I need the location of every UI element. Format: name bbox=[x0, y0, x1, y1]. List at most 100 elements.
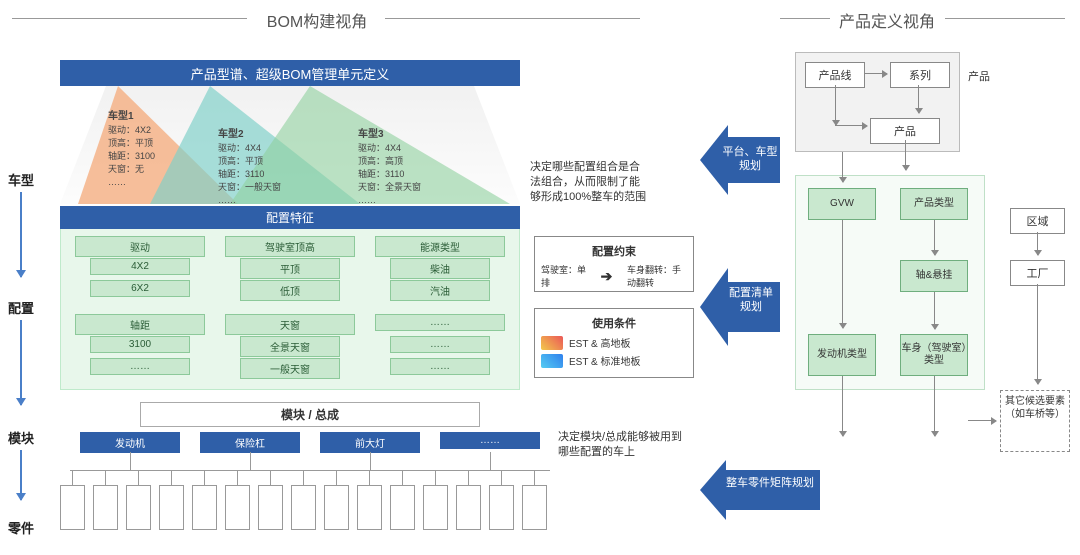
part-box bbox=[93, 485, 118, 530]
module-2: 前大灯 bbox=[320, 432, 420, 453]
big-arrow-2-label: 整车零件矩阵规划 bbox=[722, 476, 818, 490]
pv bbox=[402, 470, 403, 485]
pv bbox=[270, 470, 271, 485]
module-0: 发动机 bbox=[80, 432, 180, 453]
series-box: 系列 bbox=[890, 62, 950, 88]
constraint-left: 驾驶室：单排 bbox=[541, 263, 586, 289]
side-label-1: 配置 bbox=[8, 298, 34, 317]
rc-arr2 bbox=[1037, 284, 1038, 384]
annot-1: 决定哪些配置组合是合法组合，从而限制了能够形成100%整车的范围 bbox=[530, 160, 650, 205]
vt2-l1: 顶高：平顶 bbox=[218, 156, 263, 166]
part-box bbox=[456, 485, 481, 530]
left-title-line-r bbox=[385, 18, 640, 19]
right-title-line-l bbox=[780, 18, 830, 19]
part-box bbox=[522, 485, 547, 530]
vt3-title: 车型3 bbox=[358, 128, 421, 141]
feature-header: 配置特征 bbox=[60, 206, 520, 229]
usage-icon-2 bbox=[541, 354, 563, 368]
pill-g3-head: 轴距 bbox=[75, 314, 205, 335]
part-box bbox=[225, 485, 250, 530]
usage-row-1: EST & 标准地板 bbox=[569, 353, 641, 368]
green-body: 车身（驾驶室）类型 bbox=[900, 334, 968, 376]
left-title-line-l bbox=[12, 18, 247, 19]
pv bbox=[105, 470, 106, 485]
right-section-title: 产品定义视角 bbox=[832, 8, 942, 32]
arr-top-h bbox=[865, 73, 887, 74]
green-prodtype: 产品类型 bbox=[900, 188, 968, 220]
pv bbox=[336, 470, 337, 485]
arr-top-v1 bbox=[835, 85, 836, 125]
pill-g3-1: …… bbox=[90, 358, 190, 375]
vehicle-type-3: 车型3 驱动：4X4 顶高：高顶 轴距：3110 天窗：全景天窗 …… bbox=[358, 128, 421, 207]
left-section-title: BOM构建视角 bbox=[252, 8, 382, 32]
pv bbox=[501, 470, 502, 485]
side-arrow-0 bbox=[20, 192, 22, 277]
vt3-l2: 轴距：3110 bbox=[358, 169, 404, 179]
pill-g1-head: 驾驶室顶高 bbox=[225, 236, 355, 257]
mv2 bbox=[370, 452, 371, 470]
pill-g0-head: 驱动 bbox=[75, 236, 205, 257]
product-side-label: 产品 bbox=[968, 70, 990, 85]
usage-row-0: EST & 高地板 bbox=[569, 335, 631, 350]
part-box bbox=[192, 485, 217, 530]
usage-box: 使用条件 EST & 高地板 EST & 标准地板 bbox=[534, 308, 694, 378]
side-arrow-2 bbox=[20, 450, 22, 500]
vt2-l4: …… bbox=[218, 195, 236, 205]
side-label-0: 车型 bbox=[8, 170, 34, 189]
pill-g1-1: 低顶 bbox=[240, 280, 340, 301]
part-box bbox=[390, 485, 415, 530]
ga4 bbox=[842, 220, 843, 328]
green-gvw: GVW bbox=[808, 188, 876, 220]
vehicle-type-1: 车型1 驱动：4X2 顶高：平顶 轴距：3100 天窗：无 …… bbox=[108, 110, 155, 189]
part-box bbox=[324, 485, 349, 530]
vt1-l1: 顶高：平顶 bbox=[108, 138, 153, 148]
arr-top-h2 bbox=[835, 125, 867, 126]
pill-g2-0: 柴油 bbox=[390, 258, 490, 279]
mv1 bbox=[250, 452, 251, 470]
side-label-2: 模块 bbox=[8, 428, 34, 447]
constraint-title: 配置约束 bbox=[541, 243, 687, 259]
factory-box: 工厂 bbox=[1010, 260, 1065, 286]
pill-g0-0: 4X2 bbox=[90, 258, 190, 275]
vt2-l2: 轴距：3110 bbox=[218, 169, 264, 179]
constraint-arrow-icon: ➔ bbox=[601, 268, 613, 285]
dashed-other-text: 其它候选要素（如车桥等） bbox=[1005, 396, 1065, 420]
vt1-l0: 驱动：4X2 bbox=[108, 125, 151, 135]
big-arrow-1-label: 配置清单规划 bbox=[724, 286, 778, 314]
part-box bbox=[126, 485, 151, 530]
pill-g4-head: 天窗 bbox=[225, 314, 355, 335]
constraint-right: 车身翻转：手动翻转 bbox=[627, 263, 687, 289]
pill-g2-head: 能源类型 bbox=[375, 236, 505, 257]
pv bbox=[435, 470, 436, 485]
mid-down-2 bbox=[934, 376, 935, 436]
pv bbox=[237, 470, 238, 485]
pill-g3-0: 3100 bbox=[90, 336, 190, 353]
side-label-3: 零件 bbox=[8, 518, 34, 537]
green-axle: 轴&悬挂 bbox=[900, 260, 968, 292]
rc-arr bbox=[1037, 232, 1038, 255]
module-1: 保险杠 bbox=[200, 432, 300, 453]
constraint-box: 配置约束 驾驶室：单排 ➔ 车身翻转：手动翻转 bbox=[534, 236, 694, 292]
vt1-l2: 轴距：3100 bbox=[108, 151, 155, 161]
pv bbox=[204, 470, 205, 485]
usage-icon-1 bbox=[541, 336, 563, 350]
pv bbox=[303, 470, 304, 485]
part-box bbox=[489, 485, 514, 530]
annot-2: 决定模块/总成能够被用到哪些配置的车上 bbox=[558, 430, 688, 460]
part-box bbox=[357, 485, 382, 530]
vt3-l0: 驱动：4X4 bbox=[358, 143, 401, 153]
big-arrow-1: 配置清单规划 bbox=[700, 268, 780, 346]
ga0 bbox=[905, 140, 906, 170]
pill-g4-0: 全景天窗 bbox=[240, 336, 340, 357]
vt3-l3: 天窗：全景天窗 bbox=[358, 182, 421, 192]
big-arrow-0-label: 平台、车型规划 bbox=[722, 145, 778, 173]
part-box bbox=[423, 485, 448, 530]
pill-g5-head: …… bbox=[375, 314, 505, 331]
part-box bbox=[159, 485, 184, 530]
mv3 bbox=[490, 452, 491, 470]
pv bbox=[138, 470, 139, 485]
big-arrow-2: 整车零件矩阵规划 bbox=[700, 460, 820, 520]
usage-title: 使用条件 bbox=[541, 315, 687, 331]
module-3: …… bbox=[440, 432, 540, 449]
vt3-l4: …… bbox=[358, 195, 376, 205]
